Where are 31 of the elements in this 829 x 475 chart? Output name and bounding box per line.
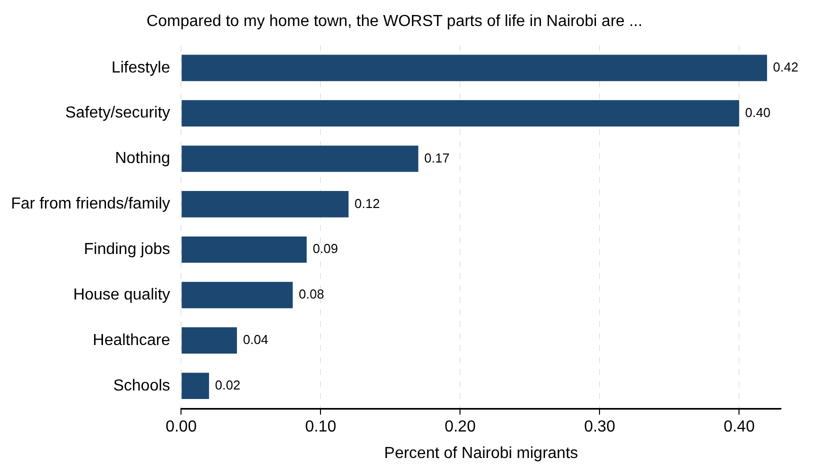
y-tick-label: Nothing	[114, 150, 170, 168]
x-tick-label: 0.20	[444, 418, 476, 436]
y-tick-label: Finding jobs	[84, 241, 170, 258]
data-label: 0.12	[354, 196, 380, 211]
data-label: 0.09	[312, 241, 338, 256]
data-label: 0.02	[215, 377, 240, 392]
data-label: 0.17	[424, 150, 450, 166]
bar	[182, 282, 293, 308]
x-axis-title: Percent of Nairobi migrants	[384, 444, 578, 462]
x-tick-label: 0.30	[584, 418, 616, 436]
bar	[182, 146, 418, 172]
bar	[182, 54, 768, 82]
x-tick-label: 0.10	[305, 418, 336, 436]
y-tick-label: Schools	[113, 377, 170, 394]
y-tick-label: Safety/security	[65, 104, 170, 122]
x-tick-label: 0.40	[724, 418, 755, 436]
bar	[182, 236, 307, 263]
chart-title: Compared to my home town, the WORST parts of life in Nairobi are ...	[146, 13, 642, 30]
y-tick-label: Healthcare	[92, 332, 170, 349]
bar	[182, 327, 237, 354]
y-tick-label: House quality	[73, 286, 170, 304]
bar	[182, 100, 740, 127]
data-label: 0.04	[242, 332, 268, 348]
bar	[182, 372, 210, 400]
x-tick-label: 0.00	[166, 418, 197, 436]
data-label: 0.40	[745, 104, 770, 120]
y-tick-label: Far from friends/family	[11, 196, 170, 213]
data-label: 0.08	[298, 286, 324, 302]
data-label: 0.42	[773, 59, 798, 74]
y-tick-label: Lifestyle	[111, 59, 170, 76]
bar	[182, 191, 349, 218]
